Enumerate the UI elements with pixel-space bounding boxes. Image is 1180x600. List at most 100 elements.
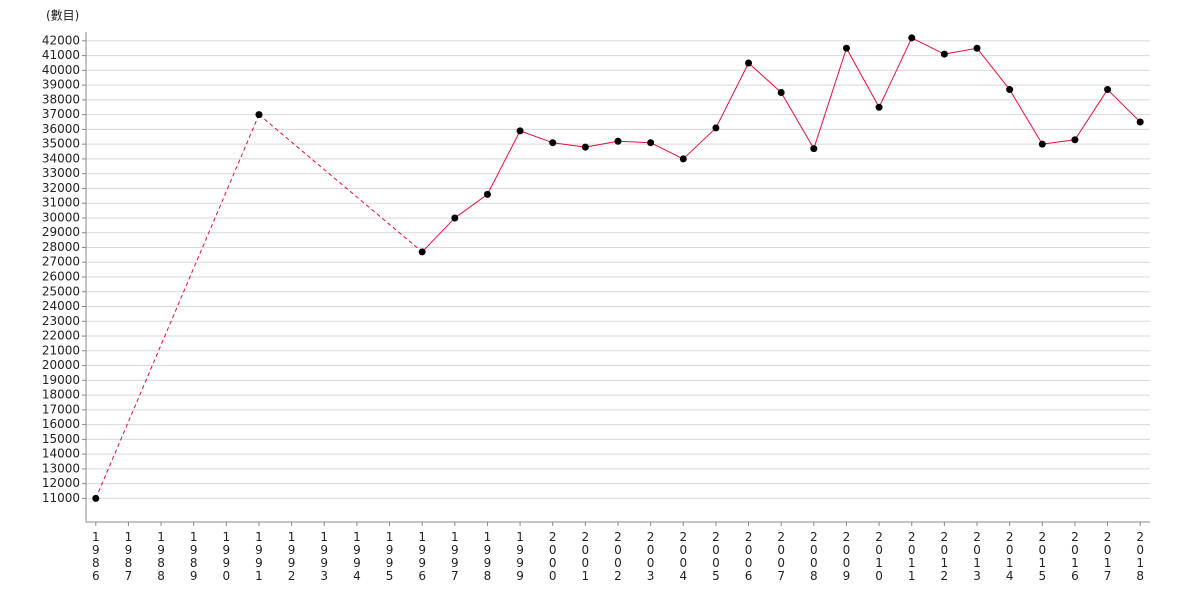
- x-tick-label: 1993: [317, 530, 331, 582]
- y-tick-label: 39000: [42, 78, 80, 92]
- y-tick-label: 31000: [42, 196, 80, 210]
- y-tick-label: 30000: [42, 210, 80, 224]
- y-tick-label: 24000: [42, 299, 80, 313]
- data-point: [712, 124, 720, 132]
- y-tick-label: 25000: [42, 284, 80, 298]
- data-point: [810, 145, 818, 153]
- x-tick-label: 1992: [285, 530, 299, 582]
- x-tick-label: 2015: [1035, 530, 1049, 582]
- data-point: [973, 44, 981, 52]
- data-point: [1136, 118, 1144, 126]
- x-tick-label: 2018: [1133, 530, 1147, 582]
- y-tick-label: 13000: [42, 461, 80, 475]
- x-tick-label: 2013: [970, 530, 984, 582]
- data-point: [1006, 86, 1014, 94]
- y-tick-label: 28000: [42, 240, 80, 254]
- y-tick-label: 34000: [42, 151, 80, 165]
- data-point: [647, 139, 655, 147]
- line-segment: [1107, 89, 1141, 123]
- x-tick-label: 2012: [937, 530, 951, 582]
- x-tick-label: 1988: [154, 530, 168, 582]
- line-segment: [878, 37, 913, 108]
- line-segment: [748, 62, 782, 93]
- line-segment: [813, 48, 847, 149]
- y-tick-label: 11000: [42, 491, 80, 505]
- y-tick-label: 26000: [42, 270, 80, 284]
- x-tick-label: 1998: [480, 530, 494, 582]
- x-tick-label: 2001: [578, 530, 592, 582]
- y-tick-label: 27000: [42, 255, 80, 269]
- x-tick-label: 2005: [709, 530, 723, 582]
- data-point: [516, 127, 524, 135]
- line-segment: [846, 47, 880, 108]
- line-segment: [1074, 89, 1108, 141]
- y-tick-label: 36000: [42, 122, 80, 136]
- data-point: [483, 190, 491, 198]
- x-tick-label: 2007: [774, 530, 788, 582]
- y-tick-label: 16000: [42, 417, 80, 431]
- line-segment: [585, 140, 619, 148]
- line-segment: [911, 37, 945, 55]
- line-segment: [1009, 89, 1043, 145]
- x-tick-label: 1991: [252, 530, 266, 582]
- data-point: [1071, 136, 1079, 144]
- data-point: [451, 214, 459, 222]
- line-segment: [454, 193, 488, 219]
- x-tick-label: 1986: [89, 530, 103, 582]
- line-segment: [519, 130, 553, 144]
- y-tick-label: 18000: [42, 388, 80, 402]
- x-tick-label: 2016: [1068, 530, 1082, 582]
- x-tick-label: 2011: [905, 530, 919, 582]
- line-segment: [976, 47, 1011, 90]
- y-tick-label: 15000: [42, 432, 80, 446]
- y-tick-label: 12000: [42, 476, 80, 490]
- data-point: [1038, 140, 1046, 148]
- y-tick-label: 23000: [42, 314, 80, 328]
- data-point: [679, 155, 687, 163]
- data-point: [418, 248, 426, 256]
- y-tick-label: 38000: [42, 92, 80, 106]
- line-segment: [780, 92, 815, 149]
- line-segment: [1042, 139, 1075, 145]
- data-point: [1104, 86, 1112, 94]
- data-point: [255, 111, 263, 119]
- data-point: [549, 139, 557, 147]
- y-tick-label: 32000: [42, 181, 80, 195]
- data-point: [842, 44, 850, 52]
- data-point: [875, 103, 883, 111]
- x-tick-label: 2000: [546, 530, 560, 582]
- line-segment: [421, 217, 456, 253]
- y-tick-label: 22000: [42, 329, 80, 343]
- data-point: [581, 143, 589, 151]
- data-point: [940, 50, 948, 58]
- y-tick-label: 29000: [42, 225, 80, 239]
- y-tick-label: 41000: [42, 48, 80, 62]
- x-tick-label: 1999: [513, 530, 527, 582]
- x-tick-label: 2017: [1101, 530, 1115, 582]
- y-tick-label: 21000: [42, 343, 80, 357]
- x-tick-label: 2002: [611, 530, 625, 582]
- x-tick-label: 2014: [1003, 530, 1017, 582]
- line-segment: [715, 62, 749, 129]
- line-segment: [617, 140, 651, 144]
- x-tick-label: 2010: [872, 530, 886, 582]
- y-tick-label: 20000: [42, 358, 80, 372]
- x-tick-label: 1987: [121, 530, 135, 582]
- line-segment: [487, 130, 521, 195]
- line-segment: [552, 142, 586, 148]
- data-point: [92, 494, 100, 502]
- x-tick-label: 1994: [350, 530, 364, 582]
- x-tick-label: 2009: [839, 530, 853, 582]
- line-segment: [258, 114, 423, 253]
- line-segment: [682, 127, 717, 160]
- x-tick-label: 2004: [676, 530, 690, 582]
- x-tick-label: 1995: [383, 530, 397, 582]
- x-tick-label: 1997: [448, 530, 462, 582]
- y-tick-label: 40000: [42, 63, 80, 77]
- x-tick-label: 1996: [415, 530, 429, 582]
- data-point: [614, 137, 622, 145]
- y-tick-label: 19000: [42, 373, 80, 387]
- x-tick-label: 2006: [742, 530, 756, 582]
- data-point: [777, 89, 785, 97]
